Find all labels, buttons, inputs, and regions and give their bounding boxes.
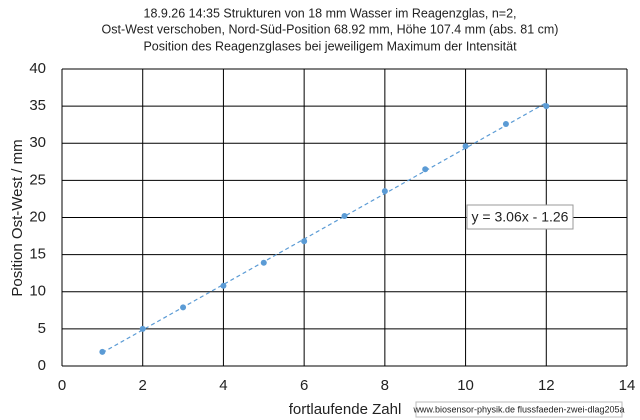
- point: [502, 120, 509, 127]
- chart-title: 18.9.26 14:35 Strukturen von 18 mm Wasse…: [144, 6, 517, 20]
- y-tick-label: 5: [38, 320, 46, 337]
- x-tick-label: 2: [139, 377, 147, 394]
- x-tick-label: 0: [58, 377, 66, 394]
- point: [381, 188, 388, 195]
- chart-title: Position des Reagenzglases bei jeweilige…: [143, 39, 517, 53]
- point: [220, 282, 227, 289]
- trendline: [102, 102, 547, 354]
- y-tick-label: 35: [29, 97, 46, 114]
- point: [543, 103, 550, 110]
- x-axis-title: fortlaufende Zahl: [289, 401, 402, 418]
- x-tick-label: 12: [538, 377, 555, 394]
- chart-title: Ost-West verschoben, Nord-Süd-Position 6…: [102, 22, 559, 36]
- source-box: [415, 401, 623, 418]
- point: [341, 213, 348, 220]
- y-tick-label: 10: [29, 283, 46, 300]
- y-tick-label: 0: [38, 357, 46, 374]
- point: [422, 166, 429, 173]
- x-tick-label: 10: [457, 377, 474, 394]
- y-axis-title: Position Ost-West / mm: [9, 139, 26, 296]
- y-tick-label: 40: [29, 60, 46, 77]
- x-tick-label: 14: [619, 377, 636, 394]
- y-tick-label: 25: [29, 171, 46, 188]
- point: [99, 348, 106, 355]
- point: [301, 238, 308, 245]
- y-tick-label: 30: [29, 134, 46, 151]
- y-tick-label: 15: [29, 246, 46, 263]
- source: www.biosensor-physik.de flussfaeden-zwei…: [412, 404, 624, 414]
- x-tick-label: 8: [381, 377, 389, 394]
- point: [462, 143, 469, 150]
- point: [180, 304, 187, 311]
- equation: y = 3.06x - 1.26: [472, 209, 569, 225]
- y-tick-label: 20: [29, 208, 46, 225]
- point: [260, 259, 267, 266]
- equation-box: [466, 204, 574, 230]
- x-tick-label: 4: [219, 377, 227, 394]
- x-tick-label: 6: [300, 377, 308, 394]
- point: [139, 325, 146, 332]
